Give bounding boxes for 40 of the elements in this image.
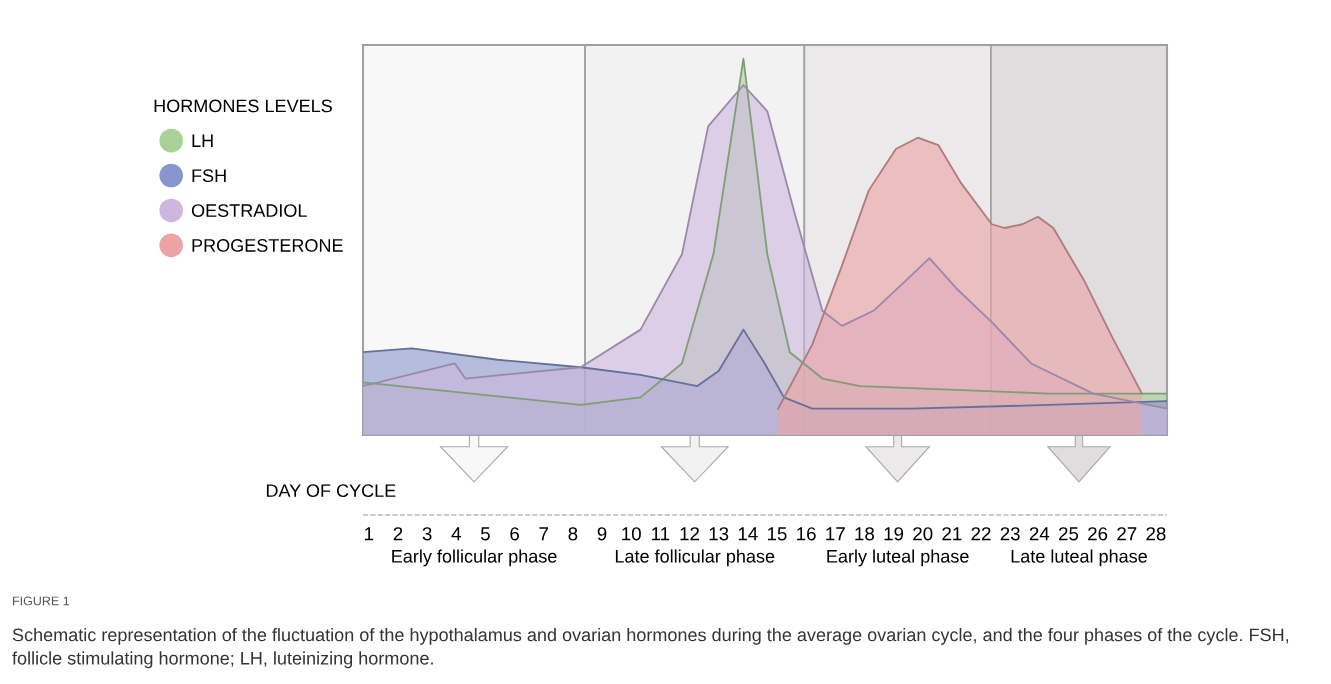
x-tick-label: 1 (365, 527, 374, 541)
x-tick-label: 8 (568, 527, 578, 541)
legend-label: FSH (192, 169, 226, 183)
x-tick-label: 20 (913, 527, 933, 541)
x-tick-label: 26 (1088, 527, 1108, 541)
x-tick-label: 22 (971, 527, 991, 541)
text: Late follicular phase (615, 549, 775, 567)
x-tick-label: 27 (1117, 527, 1137, 541)
x-tick-label: 3 (422, 527, 432, 541)
x-tick-label: 11 (652, 527, 670, 541)
x-tick-label: 23 (1000, 527, 1020, 541)
x-tick-label: 14 (738, 527, 758, 541)
x-tick-label: 18 (855, 527, 875, 541)
x-axis-title: DAY OF CYCLE (266, 484, 396, 498)
x-tick-label: 4 (451, 527, 461, 541)
legend-label: LH (192, 134, 213, 147)
x-tick-label: 12 (680, 527, 699, 541)
x-tick-label: 13 (709, 527, 729, 541)
x-tick-label: 28 (1146, 527, 1166, 541)
x-tick-label: 16 (797, 527, 816, 541)
x-tick-label: 7 (539, 527, 549, 541)
legend-label: OESTRADIOL (191, 204, 307, 217)
legend-label: PROGESTERONE (192, 239, 343, 252)
x-tick-label: 9 (597, 527, 607, 541)
x-tick-label: 2 (393, 527, 403, 541)
x-tick-label: 19 (884, 527, 904, 541)
text: Schematic representation of the fluctuation of the hypothalamus and ovarian hormones during the average ovarian cycle, and the four phases of the cycle. FSH, follicle stimulating hormone; LH, luteinizing hormone. (12, 628, 1289, 669)
x-tick-label: 5 (480, 527, 490, 541)
text: Early luteal phase (827, 549, 969, 567)
x-tick-label: 15 (767, 527, 787, 541)
text: Late luteal phase (1011, 549, 1147, 567)
text: Early follicular phase (392, 549, 557, 567)
x-tick-label: 10 (622, 527, 641, 541)
x-tick-label: 17 (826, 527, 845, 541)
x-tick-label: 24 (1029, 527, 1050, 541)
x-tick-label: 21 (942, 527, 962, 541)
x-tick-label: 25 (1058, 527, 1079, 541)
legend-title: HORMONES LEVELS (154, 99, 332, 113)
caption: FIGURE 1 (13, 596, 70, 606)
x-tick-label: 6 (510, 527, 519, 541)
